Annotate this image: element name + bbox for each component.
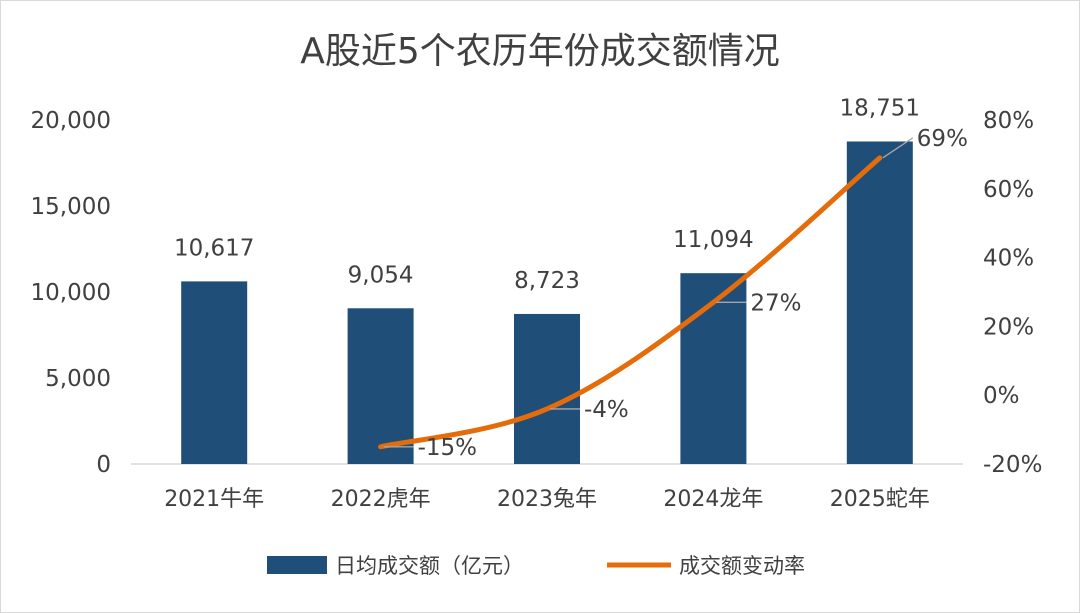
right-axis-tick-label: -20% [983, 452, 1042, 478]
bar-value-label: 18,751 [840, 95, 920, 121]
bar-value-label: 11,094 [673, 227, 753, 253]
bar [514, 313, 580, 464]
legend: 日均成交额（亿元） 成交额变动率 [267, 554, 805, 578]
bar-value-label: 9,054 [348, 262, 414, 288]
line-data-labels: -15% -4% 27% 69% [383, 126, 968, 461]
legend-line-label: 成交额变动率 [679, 554, 805, 578]
x-tick-label: 2024龙年 [663, 487, 763, 512]
left-axis-tick-label: 0 [96, 452, 111, 478]
legend-bar-label: 日均成交额（亿元） [335, 554, 524, 578]
bar-value-label: 10,617 [174, 235, 254, 261]
change-rate-line [378, 155, 883, 450]
bar [846, 141, 913, 465]
left-axis: 0 5,000 10,000 15,000 20,000 [31, 108, 111, 478]
right-axis-tick-label: 0% [983, 383, 1020, 409]
right-axis-tick-label: 60% [983, 177, 1034, 203]
x-tick-label: 2023兔年 [497, 487, 597, 512]
left-axis-tick-label: 20,000 [31, 108, 111, 134]
line-value-label: 69% [917, 126, 968, 152]
left-axis-tick-label: 10,000 [31, 280, 111, 306]
x-tick-label: 2022虎年 [331, 487, 431, 512]
right-axis: -20% 0% 20% 40% 60% 80% [983, 108, 1042, 478]
x-tick-label: 2025蛇年 [830, 487, 930, 512]
line-value-label: -15% [418, 435, 477, 461]
right-axis-tick-label: 40% [983, 246, 1034, 272]
line-label-leader [882, 137, 914, 159]
left-axis-tick-label: 5,000 [45, 366, 111, 392]
bar-series [181, 141, 913, 465]
bar-data-labels: 10,617 9,054 8,723 11,094 18,751 [174, 95, 920, 293]
line-series [378, 155, 883, 450]
chart-title: A股近5个农历年份成交额情况 [300, 31, 780, 72]
x-axis-labels: 2021牛年 2022虎年 2023兔年 2024龙年 2025蛇年 [164, 487, 930, 512]
bar [347, 308, 414, 464]
bar [181, 281, 248, 464]
right-axis-tick-label: 80% [983, 108, 1034, 134]
right-axis-tick-label: 20% [983, 314, 1034, 340]
line-value-label: 27% [750, 290, 801, 316]
legend-bar-swatch [267, 556, 327, 574]
left-axis-tick-label: 15,000 [31, 194, 111, 220]
line-value-label: -4% [584, 397, 629, 423]
bar-value-label: 8,723 [514, 268, 580, 294]
x-tick-label: 2021牛年 [164, 487, 264, 512]
